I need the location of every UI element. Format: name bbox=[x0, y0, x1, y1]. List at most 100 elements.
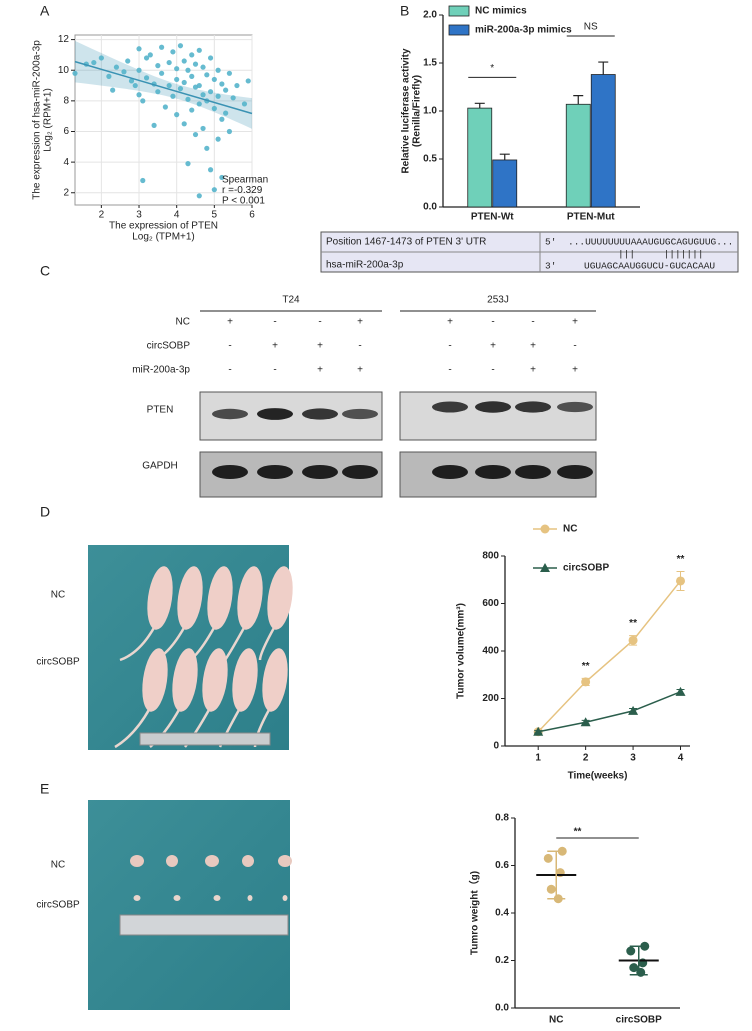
y-axis-label: Log₂ (RPM+1) bbox=[43, 88, 54, 152]
panel-label: A bbox=[40, 3, 50, 19]
tumor bbox=[242, 855, 254, 867]
condition-sign: - bbox=[573, 341, 576, 352]
scatter-point bbox=[200, 125, 206, 132]
x-tick-label: circSOBP bbox=[616, 1015, 662, 1026]
sd-whisker bbox=[547, 850, 566, 900]
legend-label: NC mimics bbox=[475, 6, 527, 17]
error-bar bbox=[598, 61, 609, 75]
condition-sign: + bbox=[317, 365, 323, 376]
scatter-point bbox=[128, 78, 135, 84]
bar bbox=[590, 74, 616, 208]
y-tick-label: 10 bbox=[58, 65, 70, 76]
blot-band bbox=[342, 408, 378, 420]
x-tick-label: 4 bbox=[678, 753, 684, 764]
blot-band bbox=[475, 401, 511, 413]
mouse bbox=[177, 566, 203, 630]
scatter-point bbox=[113, 64, 120, 70]
x-tick-label: 2 bbox=[99, 210, 105, 221]
scatter-point bbox=[166, 59, 172, 66]
scatter-point bbox=[207, 167, 214, 173]
condition-sign: - bbox=[228, 365, 231, 376]
error-bar bbox=[573, 95, 584, 105]
scatter-point bbox=[185, 67, 191, 73]
error-bar bbox=[499, 153, 510, 160]
scatter-point bbox=[226, 128, 233, 135]
x-tick-label: PTEN-Mut bbox=[567, 212, 615, 223]
scatter-point bbox=[211, 187, 217, 193]
condition-sign: + bbox=[530, 365, 536, 376]
scatter-point bbox=[223, 110, 229, 116]
condition-sign: - bbox=[318, 317, 321, 328]
x-axis-label: Log₂ (TPM+1) bbox=[132, 232, 195, 243]
scatter-point bbox=[215, 67, 221, 73]
mouse bbox=[267, 566, 293, 630]
mouse-tail bbox=[119, 625, 157, 662]
scatter-point bbox=[155, 89, 161, 95]
scatter-point bbox=[226, 70, 233, 76]
scatter-point bbox=[196, 193, 202, 199]
scatter-point bbox=[219, 174, 225, 181]
bar bbox=[565, 103, 591, 208]
significance-label: ** bbox=[677, 554, 685, 565]
y-tick-label: 1.5 bbox=[423, 58, 437, 69]
scatter-point bbox=[106, 73, 112, 79]
scatter-point bbox=[192, 61, 199, 67]
blot-band bbox=[212, 408, 248, 420]
data-point bbox=[546, 884, 556, 894]
regression-line bbox=[74, 60, 253, 115]
annotation: Spearman bbox=[222, 175, 268, 186]
x-tick-label: NC bbox=[549, 1015, 563, 1026]
data-point bbox=[636, 967, 646, 977]
y-tick-label: 0.0 bbox=[423, 202, 437, 213]
condition-sign: + bbox=[447, 317, 453, 328]
condition-label: circSOBP bbox=[147, 341, 191, 352]
scatter-point bbox=[196, 101, 202, 107]
condition-sign: - bbox=[491, 317, 494, 328]
y-axis-label: Relative luciferase activity bbox=[401, 48, 412, 174]
scatter-point bbox=[181, 121, 187, 127]
condition-sign: + bbox=[572, 365, 578, 376]
y-tick-label: 400 bbox=[482, 646, 499, 657]
annotation: r =-0.329 bbox=[222, 185, 263, 196]
scatter-point bbox=[185, 161, 191, 167]
scatter-point bbox=[91, 59, 97, 66]
y-axis-label: Tumor volume(mm³) bbox=[456, 603, 467, 699]
mouse bbox=[237, 566, 263, 630]
scatter-point bbox=[98, 55, 104, 61]
scatter-point bbox=[189, 73, 195, 79]
scatter-point bbox=[189, 107, 195, 113]
scatter-point bbox=[185, 96, 191, 102]
mouse bbox=[142, 648, 168, 712]
blot-band bbox=[557, 465, 593, 479]
scatter-point bbox=[204, 72, 210, 78]
scatter-point bbox=[181, 58, 187, 64]
x-tick-label: 2 bbox=[583, 753, 589, 764]
scatter-point bbox=[170, 49, 176, 55]
data-point bbox=[628, 705, 639, 715]
scatter-point bbox=[230, 95, 236, 101]
condition-sign: - bbox=[531, 317, 534, 328]
series-line bbox=[537, 580, 682, 733]
mouse bbox=[262, 648, 288, 712]
scatter-point bbox=[166, 82, 172, 89]
scatter-point bbox=[140, 177, 146, 184]
data-point bbox=[628, 635, 638, 645]
legend-swatch bbox=[448, 24, 470, 36]
data-point bbox=[543, 853, 553, 863]
scatter-point bbox=[177, 43, 184, 49]
base-pairing: ||| ||||||| bbox=[618, 249, 704, 260]
scatter-point bbox=[207, 89, 214, 95]
data-point bbox=[533, 726, 544, 736]
condition-sign: + bbox=[317, 341, 323, 352]
condition-sign: - bbox=[273, 317, 276, 328]
scatter-point bbox=[234, 82, 240, 89]
photo bbox=[88, 800, 290, 1010]
blot-band bbox=[432, 465, 468, 479]
legend-label: circSOBP bbox=[563, 563, 609, 574]
x-tick-label: 6 bbox=[249, 210, 255, 221]
condition-sign: - bbox=[228, 341, 231, 352]
x-tick-label: PTEN-Wt bbox=[471, 212, 514, 223]
mouse bbox=[147, 566, 173, 630]
scatter-point bbox=[143, 75, 150, 81]
